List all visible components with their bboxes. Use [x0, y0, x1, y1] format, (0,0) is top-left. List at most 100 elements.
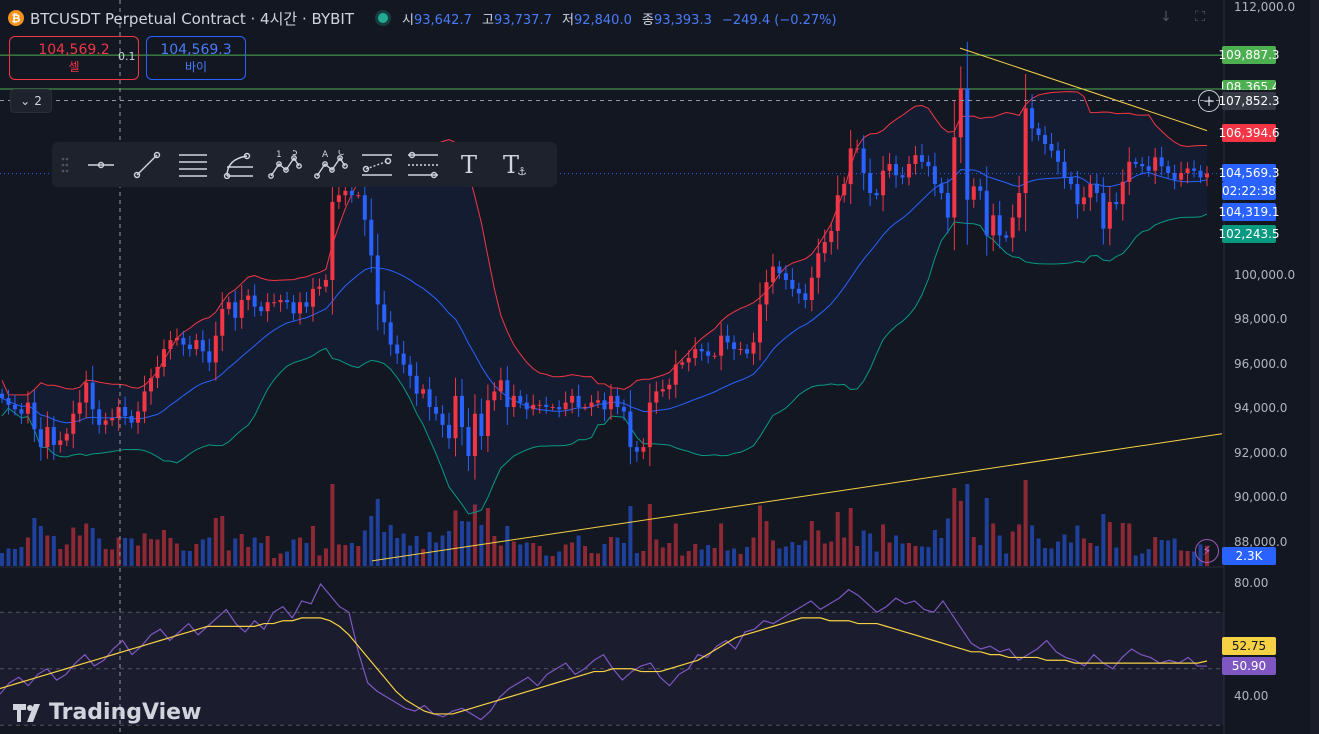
- volume-bar: [136, 545, 141, 566]
- volume-bar: [1120, 523, 1125, 566]
- volume-bar: [777, 548, 782, 566]
- candle-body: [855, 148, 860, 150]
- candle-body: [971, 186, 976, 200]
- order-quantity[interactable]: 0.1: [118, 50, 136, 63]
- volume-bar: [706, 545, 711, 566]
- candle-body: [285, 300, 290, 303]
- candle-body: [252, 295, 257, 307]
- volume-bar: [971, 537, 976, 566]
- candle-body: [427, 389, 432, 408]
- ray-icon[interactable]: [78, 145, 124, 185]
- candle-body: [1055, 150, 1061, 162]
- candle-body: [1140, 164, 1145, 167]
- candle-body: [161, 349, 166, 367]
- tradingview-logo-icon: [13, 703, 40, 722]
- trend-line-icon[interactable]: [124, 145, 170, 185]
- volume-bar: [278, 553, 283, 566]
- volume-bar: [472, 504, 477, 566]
- volume-bar: [738, 554, 743, 566]
- candle-body: [110, 418, 115, 421]
- volume-bar: [323, 548, 328, 566]
- candle-body: [6, 398, 11, 405]
- candle-body: [939, 184, 944, 194]
- fib-icon[interactable]: [216, 145, 262, 185]
- scrollbar[interactable]: [1310, 0, 1319, 734]
- candle-body: [77, 402, 82, 414]
- volume-bar: [1179, 550, 1184, 566]
- arrow-down-icon[interactable]: ↓: [1160, 9, 1172, 25]
- text-icon[interactable]: T: [460, 150, 477, 179]
- sell-button[interactable]: 104,569.2 셀: [9, 36, 139, 80]
- volume-bar: [712, 548, 717, 566]
- candle-body: [881, 170, 886, 196]
- sell-label: 셀: [68, 59, 80, 74]
- volume-bar: [887, 542, 892, 566]
- candle-body: [388, 322, 393, 345]
- candle-body: [310, 288, 315, 307]
- candle-body: [174, 337, 179, 341]
- volume-bar: [447, 531, 452, 566]
- fullscreen-icon[interactable]: ⛶: [1195, 9, 1205, 25]
- top-right-icons: ↓ ⛶: [1156, 7, 1210, 27]
- anchored-text-icon[interactable]: T ⚓: [503, 150, 527, 179]
- parallel-channel-icon[interactable]: [170, 145, 216, 185]
- volume-bar: [492, 536, 497, 566]
- volume-bar: [375, 499, 380, 566]
- candle-body: [142, 391, 147, 412]
- candle-body: [401, 353, 406, 365]
- volume-bar: [686, 551, 691, 566]
- candle-body: [1166, 166, 1171, 173]
- volume-bar: [855, 546, 860, 566]
- volume-bar: [1114, 547, 1119, 566]
- volume-bar: [103, 549, 108, 566]
- candle-body: [1133, 161, 1138, 165]
- price-axis-tick: 88,000.0: [1234, 535, 1288, 549]
- volume-bar: [796, 545, 801, 566]
- change-value: −249.4 (−0.27%): [722, 12, 837, 28]
- trend-line-lower: [371, 433, 1223, 562]
- volume-bar: [803, 540, 808, 566]
- volume-bar: [174, 543, 179, 566]
- candle-body: [330, 201, 335, 280]
- volume-bar: [680, 555, 685, 566]
- candle-body: [641, 447, 646, 452]
- trend-line-upper: [959, 47, 1208, 132]
- volume-bar: [226, 550, 231, 566]
- candle-body: [861, 148, 866, 173]
- candle-body: [1192, 168, 1197, 171]
- price-range-icon[interactable]: [400, 145, 446, 185]
- volume-bar: [116, 537, 121, 566]
- candle-body: [1107, 201, 1112, 229]
- volume-bar: [459, 521, 464, 566]
- add-alert-icon[interactable]: +: [1198, 90, 1220, 112]
- grip-icon[interactable]: [52, 157, 78, 173]
- bb-upper-tag: 106,394.6: [1218, 124, 1280, 142]
- candle-body: [978, 186, 983, 191]
- date-range-icon[interactable]: [354, 145, 400, 185]
- candle-body: [382, 304, 387, 323]
- candle-body: [194, 340, 199, 350]
- candle-body: [790, 279, 795, 289]
- candle-body: [511, 395, 516, 408]
- volume-bar: [524, 542, 529, 566]
- candle-body: [1179, 172, 1184, 180]
- volume-bar: [783, 546, 788, 566]
- buy-button[interactable]: 104,569.3 바이: [146, 36, 246, 80]
- candle-body: [874, 193, 879, 196]
- candle-body: [712, 355, 717, 357]
- volume-bar: [835, 512, 840, 566]
- volume-bar: [64, 544, 69, 566]
- candle-body: [647, 402, 652, 448]
- volume-bar: [829, 541, 834, 566]
- volume-bar: [161, 530, 166, 566]
- lightning-icon[interactable]: ⚡: [1195, 539, 1219, 563]
- candle-body: [686, 357, 691, 363]
- indicator-collapse-button[interactable]: ⌄ 2: [10, 89, 52, 113]
- rsi-line: [0, 582, 1208, 721]
- volume-bar: [1101, 514, 1106, 566]
- symbol-title[interactable]: BTCUSDT Perpetual Contract · 4시간 · BYBIT: [30, 9, 354, 28]
- volume-bar: [0, 553, 5, 566]
